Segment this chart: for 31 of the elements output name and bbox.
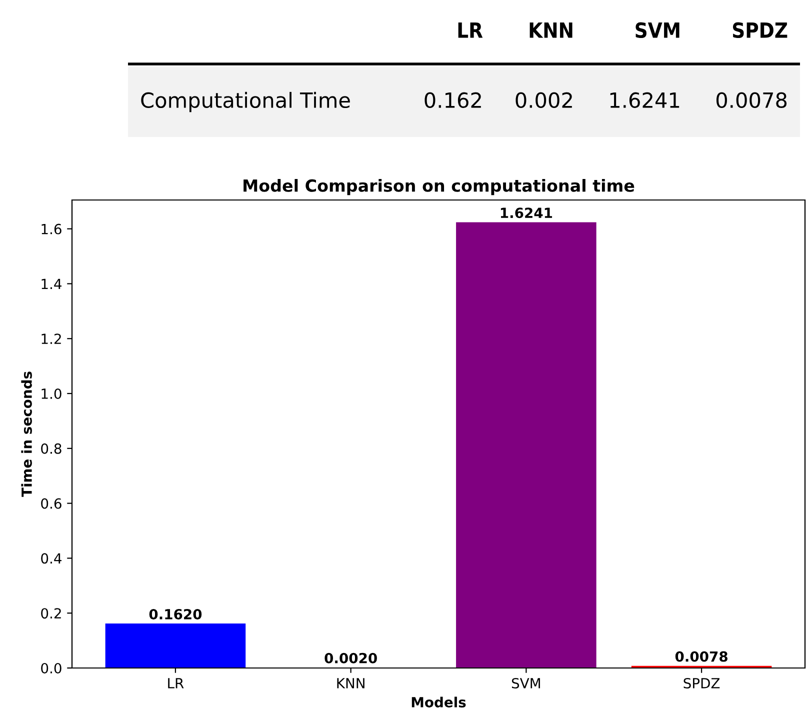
y-tick-label: 0.4 [41, 553, 62, 564]
y-axis-title: Time in seconds [21, 372, 32, 497]
chart-title: Model Comparison on computational time [244, 179, 634, 196]
text: Computational Time [141, 92, 350, 112]
data-label: 1.6241 [610, 92, 680, 108]
category-label: LR [458, 22, 483, 38]
data-label: 0.0078 [716, 92, 787, 108]
y-tick-label: 1.0 [42, 388, 62, 399]
bar [456, 222, 596, 668]
data-label: 0.0020 [324, 652, 377, 664]
category-label: SPDZ [732, 22, 788, 38]
data-label: 0.0078 [675, 651, 728, 662]
category-label: KNN [530, 22, 572, 38]
data-label: 0.1620 [149, 608, 202, 620]
data-label: 0.162 [424, 92, 481, 108]
y-tick-label: 1.4 [42, 278, 62, 289]
y-tick-label: 0.0 [41, 662, 62, 674]
x-tick-label: SPDZ [684, 678, 720, 688]
y-tick-label: 0.8 [41, 443, 62, 454]
data-label: 0.002 [516, 92, 572, 108]
y-tick-label: 1.2 [42, 334, 61, 344]
y-tick-label: 0.2 [41, 608, 61, 619]
x-tick-label: SVM [512, 678, 540, 688]
category-label: SVM [636, 22, 680, 38]
x-axis-title: Models [412, 696, 466, 708]
y-tick-label: 0.6 [41, 498, 62, 509]
x-tick-label: LR [168, 678, 184, 688]
x-tick-label: KNN [337, 678, 364, 688]
bar [105, 624, 246, 668]
y-tick-label: 1.6 [42, 224, 62, 234]
data-label: 1.6241 [500, 208, 552, 218]
